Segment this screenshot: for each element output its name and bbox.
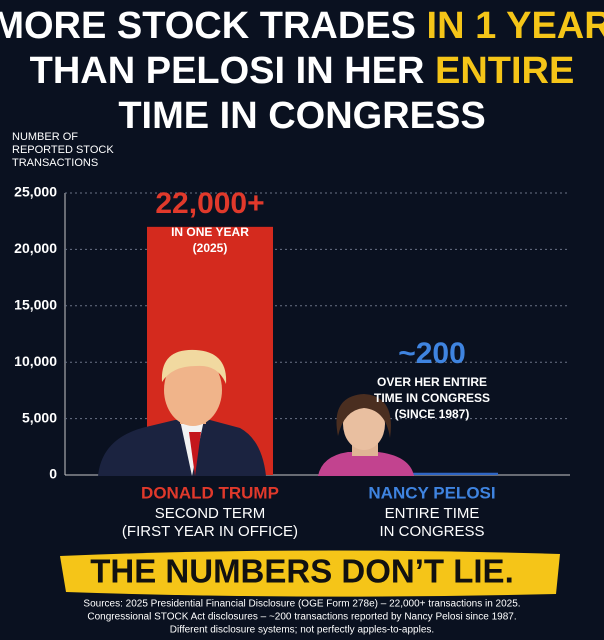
banner-background xyxy=(60,550,560,597)
bar-annotation: OVER HER ENTIRE xyxy=(377,375,487,389)
value-label: 22,000+ xyxy=(155,187,264,220)
category-note: (FIRST YEAR IN OFFICE) xyxy=(122,523,298,540)
title-highlight: IN 1 YEAR xyxy=(427,5,604,47)
title-text: THAN PELOSI IN HER xyxy=(30,50,425,92)
bar-annotation: (2025) xyxy=(193,241,228,255)
y-axis-label: TRANSACTIONS xyxy=(12,157,98,169)
title-highlight: ENTIRE xyxy=(435,50,574,92)
y-tick-label: 20,000 xyxy=(14,240,57,256)
title-line: THAN PELOSI IN HER ENTIRE xyxy=(30,50,575,92)
y-tick-label: 10,000 xyxy=(14,353,57,369)
y-tick-label: 0 xyxy=(49,466,57,482)
y-tick-label: 15,000 xyxy=(14,297,57,313)
banner: THE NUMBERS DON’T LIE. xyxy=(90,553,514,590)
category-note: SECOND TERM xyxy=(155,505,266,522)
title-line: MORE STOCK TRADES IN 1 YEAR xyxy=(0,5,604,47)
category-note: ENTIRE TIME xyxy=(385,505,480,522)
x-tick-label: NANCY PELOSI xyxy=(368,483,495,502)
title-text: TIME IN CONGRESS xyxy=(118,95,485,137)
y-tick-label: 25,000 xyxy=(14,184,57,200)
category-note: IN CONGRESS xyxy=(379,523,484,540)
y-tick-label: 5,000 xyxy=(22,409,57,425)
title-text: MORE STOCK TRADES xyxy=(0,5,416,47)
y-axis-label: NUMBER OF xyxy=(12,131,78,143)
bar xyxy=(366,472,498,475)
x-tick-label: DONALD TRUMP xyxy=(141,483,279,502)
trump-portrait xyxy=(98,349,266,476)
bar-annotation: IN ONE YEAR xyxy=(171,225,249,239)
y-axis-label: REPORTED STOCK xyxy=(12,144,114,156)
bar-annotation: (SINCE 1987) xyxy=(395,407,470,421)
value-label: ~200 xyxy=(398,337,466,370)
pelosi-portrait xyxy=(318,394,414,476)
source-line: Congressional STOCK Act disclosures – ~2… xyxy=(87,612,516,623)
title-line: TIME IN CONGRESS xyxy=(118,95,485,137)
source-line: Different disclosure systems; not perfec… xyxy=(170,625,434,636)
source-line: Sources: 2025 Presidential Financial Dis… xyxy=(83,599,520,610)
bar-annotation: TIME IN CONGRESS xyxy=(374,391,490,405)
